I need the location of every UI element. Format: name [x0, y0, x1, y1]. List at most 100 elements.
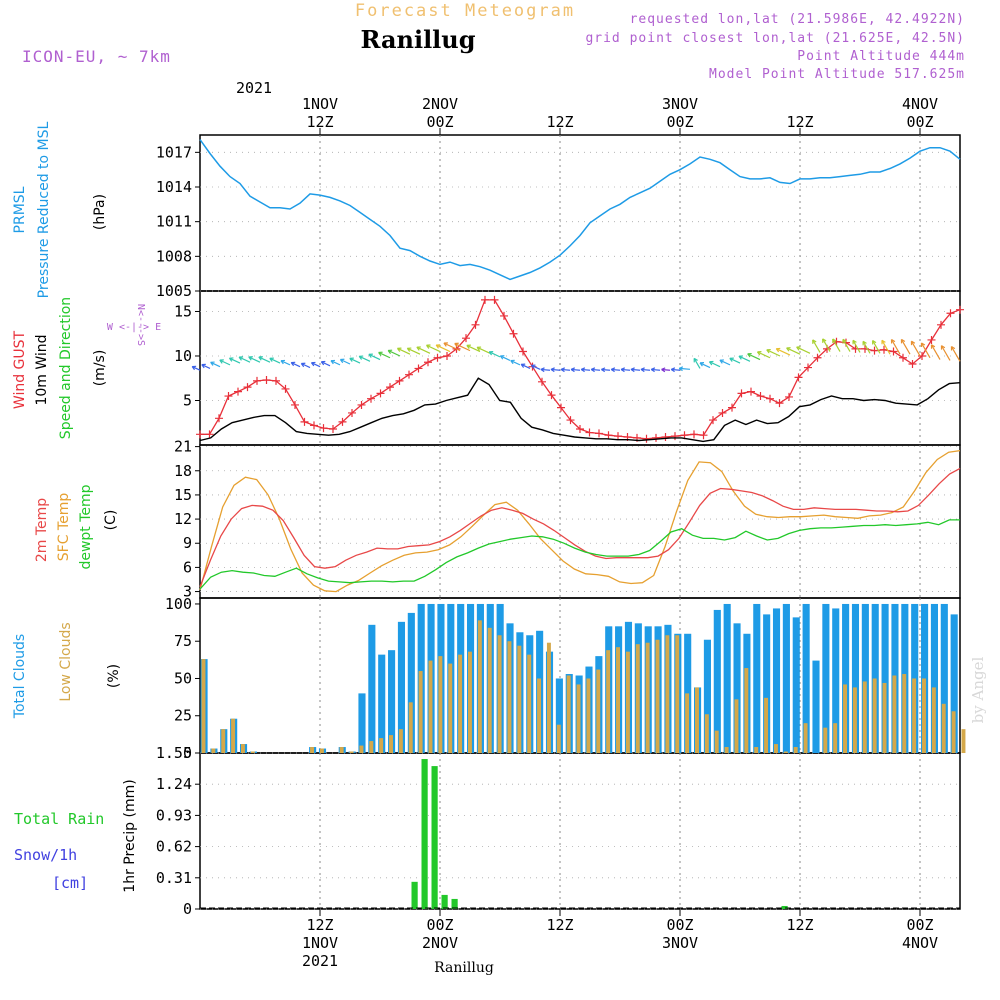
total-clouds-bar [792, 617, 800, 753]
bottom-tick-date: 4NOV [902, 934, 938, 952]
wind-direction-arrow [349, 357, 361, 364]
wind-direction-arrow [550, 367, 561, 373]
wind-direction-arrow [729, 357, 741, 364]
wind-direction-arrow [269, 357, 281, 364]
low-clouds-bar [635, 644, 640, 753]
precip-ytick-label: 1.24 [156, 775, 192, 793]
gust-marker [804, 363, 812, 372]
total-clouds-bar [753, 603, 761, 753]
wind-direction-arrow [238, 356, 251, 363]
bottom-tick-date: 2NOV [422, 934, 458, 952]
total-clouds-bar [842, 603, 850, 753]
gust-marker [367, 394, 375, 403]
total-clouds-bar [713, 609, 721, 753]
low-clouds-bar [912, 678, 917, 753]
low-clouds-bar [369, 741, 374, 753]
wind-direction-arrow [201, 363, 211, 369]
low-clouds-bar [773, 744, 778, 753]
prmsl-label: PRMSL [12, 186, 28, 233]
gust-marker [253, 376, 261, 385]
location-title: Ranillug [360, 25, 475, 54]
low-clouds-bar [625, 651, 630, 753]
wind-direction-arrow [219, 359, 231, 366]
wind-direction-arrow [560, 367, 571, 373]
total-clouds-bar [822, 603, 830, 753]
wind-direction-arrow [368, 353, 381, 361]
gust-marker [509, 329, 518, 338]
wind-direction-arrow [881, 339, 891, 355]
gust-marker [652, 433, 660, 442]
low-clouds-bar [843, 684, 848, 753]
total-clouds-bar [802, 603, 810, 753]
wind-direction-arrow [300, 362, 311, 369]
model-label: ICON-EU, ~ 7km [22, 47, 171, 66]
top-tick-date: 1NOV [302, 95, 338, 113]
wind-direction-arrow [920, 342, 931, 359]
pressure-ytick-label: 1005 [156, 282, 192, 300]
low-clouds-bar [201, 659, 206, 753]
low-clouds-bar [862, 681, 867, 753]
wind-direction-arrow [640, 367, 651, 373]
gust-marker [538, 377, 546, 386]
low-clouds-bar [892, 675, 897, 753]
gust-marker [490, 295, 499, 304]
sfc-temp-line [199, 449, 961, 593]
pressure-ytick-label: 1017 [156, 143, 192, 161]
gust-marker [519, 347, 527, 356]
wind-direction-arrow [499, 355, 511, 361]
wind-direction-arrow [290, 361, 301, 368]
gust-marker [262, 376, 271, 385]
wind-direction-arrow [678, 366, 691, 372]
wind-direction-arrow [699, 362, 711, 369]
low-clouds-bar [675, 635, 680, 753]
low-clouds-bar [793, 747, 798, 753]
wind-direction-arrow [435, 344, 451, 353]
gust-marker [899, 353, 907, 362]
gust-marker [671, 432, 679, 441]
wind-direction-arrow [210, 361, 221, 368]
wind-direction-arrow [590, 367, 601, 373]
bottom-tick-hour: 12Z [546, 916, 573, 934]
gust-marker [566, 416, 575, 425]
total-clouds-bar [703, 639, 711, 753]
gust-marker [291, 400, 299, 409]
total-clouds-bar [782, 603, 790, 753]
wind-direction-arrow [661, 367, 671, 373]
low-clouds-bar [250, 751, 255, 753]
gust-marker [690, 430, 698, 439]
low-clouds-bar [645, 642, 650, 753]
total-clouds-bar [368, 624, 376, 753]
watermark: by Angel [969, 656, 987, 723]
wind-direction-arrow [378, 351, 391, 359]
gust-marker [547, 391, 556, 400]
total-clouds-bar [812, 660, 820, 753]
temp-ytick-label: 6 [183, 558, 192, 576]
gust-marker [405, 370, 413, 379]
gust-marker [718, 408, 727, 417]
gust-marker [661, 432, 670, 441]
wind-direction-arrow [832, 338, 841, 352]
bottom-tick-year: 2021 [302, 952, 338, 970]
gust-marker [357, 400, 366, 409]
low-clouds-bar [537, 678, 542, 753]
low-clouds-bar [477, 620, 482, 753]
wind-direction-arrow [766, 348, 781, 357]
gust-marker [880, 345, 888, 354]
top-tick-hour: 12Z [786, 113, 813, 131]
wind-direction-arrow [406, 347, 421, 355]
wind-direction-arrow [488, 350, 501, 358]
top-tick-hour: 00Z [666, 113, 693, 131]
low-clouds-bar [902, 674, 907, 753]
gust-marker [224, 392, 233, 401]
wind-direction-arrow [910, 340, 921, 357]
low-clouds-bar [931, 687, 936, 753]
precip-ytick-label: 1.55 [156, 744, 192, 762]
low-clouds-bar [586, 678, 591, 753]
wind-direction-arrow [756, 351, 771, 359]
low-clouds-bar [882, 682, 887, 753]
requested-coords: requested lon,lat (21.5986E, 42.4922N) [630, 12, 965, 27]
low-clouds-bar [951, 711, 956, 753]
low-clouds-bar [714, 730, 719, 753]
total-clouds-bar [763, 614, 771, 753]
